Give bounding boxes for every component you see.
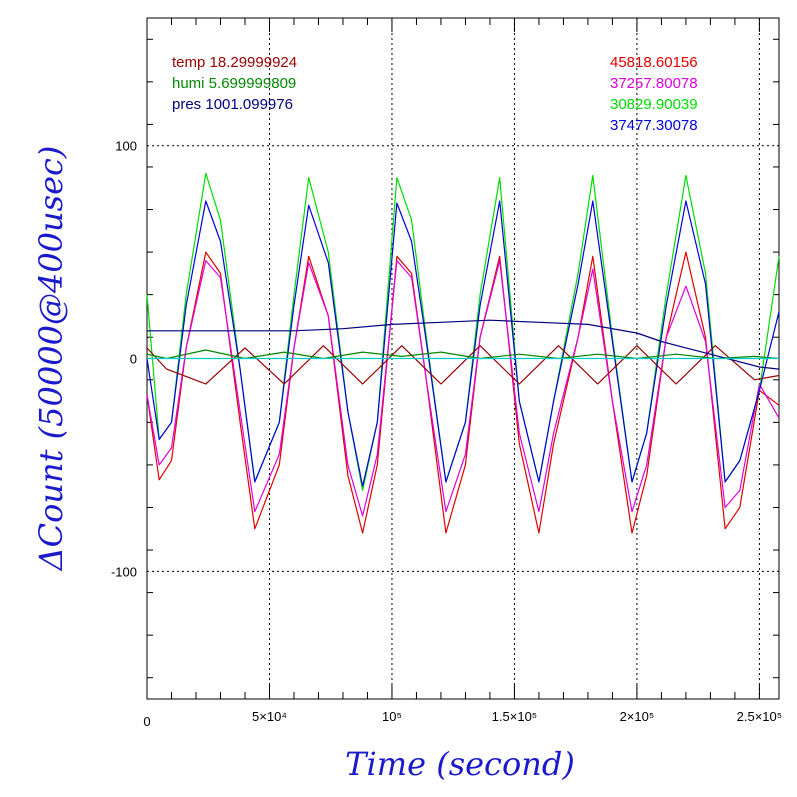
legend-left-entry: pres 1001.099976 (172, 96, 293, 113)
legend-left-entry: temp 18.29999924 (172, 54, 297, 71)
axis-ticks (147, 18, 779, 699)
x-tick-label: 1.5×10⁵ (492, 709, 538, 724)
legend-left-entry: humi 5.699999809 (172, 75, 296, 92)
series-line-5 (146, 349, 780, 360)
tick-labels: 5×10⁴ 10⁵ 1.5×10⁵ 2×10⁵ 2.5×10⁵ 0 100 0 -100 (111, 139, 782, 729)
legend-right-entry: 30829.90039 (610, 96, 698, 113)
series-line-6 (147, 319, 780, 370)
x-axis-title: Time (second) (345, 745, 575, 783)
x-origin-label: 0 (143, 714, 150, 729)
series-line-2 (146, 172, 780, 491)
y-tick-label: 100 (115, 139, 137, 154)
legend-right-entry: 37257.80078 (610, 75, 698, 92)
legend-right-entry: 45818.60156 (610, 54, 698, 71)
legend: temp 18.29999924 humi 5.699999809 pres 100… (172, 54, 698, 134)
x-tick-label: 2×10⁵ (620, 709, 655, 724)
x-tick-label: 5×10⁴ (252, 709, 287, 724)
x-tick-label: 10⁵ (382, 709, 402, 724)
series-line-1 (146, 260, 780, 517)
x-tick-label: 2.5×10⁵ (737, 709, 783, 724)
y-tick-label: 0 (130, 352, 137, 367)
series-group (146, 172, 780, 534)
series-line-0 (146, 251, 780, 534)
y-axis-title: ΔCount (50000@400usec) (32, 146, 70, 573)
series-line-3 (146, 200, 780, 487)
y-tick-label: -100 (111, 564, 137, 579)
legend-right-entry: 37477.30078 (610, 117, 698, 134)
series-line-4 (146, 345, 780, 385)
